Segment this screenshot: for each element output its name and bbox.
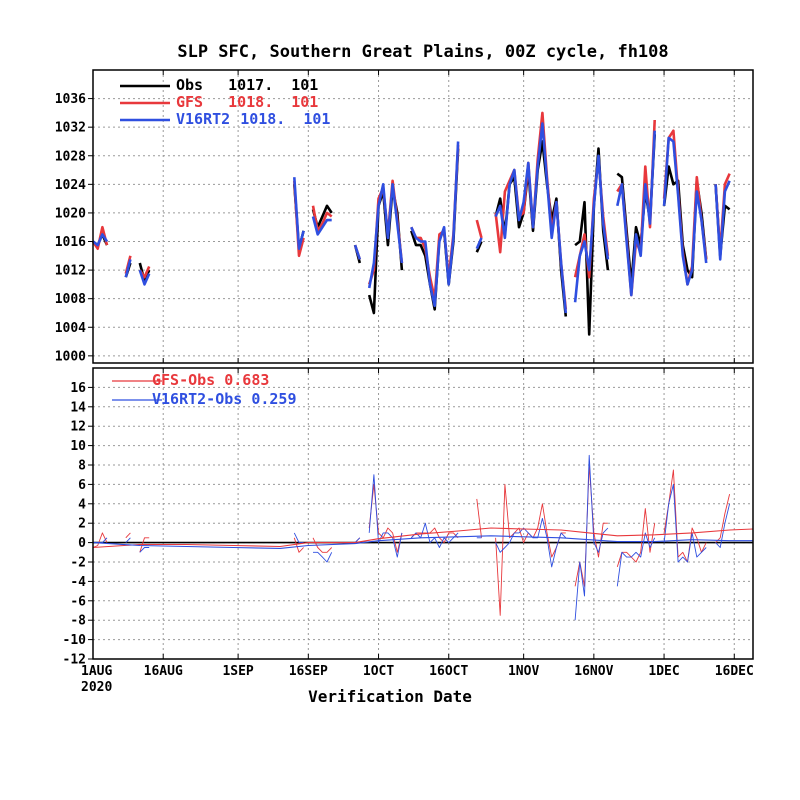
x-tick-label: 1OCT xyxy=(363,664,394,679)
x-tick-label: 16DEC xyxy=(715,664,754,679)
legend-entry: V16RT2-Obs 0.259 xyxy=(152,390,297,408)
x-tick-label: 1DEC xyxy=(648,664,679,679)
x-tick-label: 16SEP xyxy=(289,664,328,679)
legend-entry: GFS-Obs 0.683 xyxy=(152,371,269,389)
y-tick-label: -4 xyxy=(70,575,86,590)
panel-slp: 1000 1004 1008 1012 1016 1020 1024 1028 1032 1036… xyxy=(55,69,754,364)
x-tick-label: 1NOV xyxy=(508,664,539,679)
plot-frame xyxy=(92,367,754,660)
series-line xyxy=(495,517,567,568)
y-tick-label: 1020 xyxy=(55,206,86,221)
series-line xyxy=(353,244,362,260)
series-line xyxy=(476,498,482,538)
series-line xyxy=(311,205,333,233)
y-tick-label: 8 xyxy=(78,459,86,474)
series-line xyxy=(663,483,707,563)
legend-entry: V16RT2 1018. 101 xyxy=(176,110,330,128)
y-tick-label: 12 xyxy=(70,420,86,435)
y-tick-label: 1000 xyxy=(55,349,86,364)
series-line xyxy=(715,503,731,548)
y-tick-label: -6 xyxy=(70,594,86,609)
y-tick-label: 4 xyxy=(78,497,86,512)
series-line xyxy=(312,537,333,553)
plot-frame xyxy=(92,69,754,364)
y-tick-label: -10 xyxy=(63,633,87,648)
series-line xyxy=(293,177,305,250)
series-line xyxy=(125,532,131,539)
y-tick-label: 1032 xyxy=(55,121,86,136)
series-line xyxy=(311,216,332,236)
series-line xyxy=(573,154,610,303)
series-line xyxy=(475,237,483,250)
y-tick-label: -8 xyxy=(70,614,86,629)
series-line xyxy=(124,259,132,278)
y-tick-label: 1008 xyxy=(55,292,86,307)
x-axis-label: Verification Date xyxy=(308,687,472,706)
series-line xyxy=(410,527,459,544)
series-line xyxy=(714,180,731,261)
x-tick-label: 1SEP xyxy=(222,664,253,679)
legend-entry: GFS 1018. 101 xyxy=(176,93,318,111)
legend-entry: Obs 1017. 101 xyxy=(176,76,318,94)
series-line xyxy=(139,547,150,553)
y-tick-label: -2 xyxy=(70,556,86,571)
series-line xyxy=(138,269,151,286)
y-tick-label: -12 xyxy=(63,653,86,668)
series-line xyxy=(92,532,108,548)
series-line xyxy=(139,537,150,553)
series-line xyxy=(367,183,404,289)
x-tick-label: 16AUG xyxy=(144,664,183,679)
series-line xyxy=(92,233,109,247)
y-tick-label: 1016 xyxy=(55,235,86,250)
series-line xyxy=(475,240,483,253)
series-line xyxy=(663,469,707,563)
y-tick-label: 1004 xyxy=(55,321,86,336)
y-tick-label: 14 xyxy=(70,400,86,415)
series-line xyxy=(293,537,304,553)
series-line xyxy=(616,532,656,587)
series-line xyxy=(574,464,608,587)
series-line xyxy=(494,122,568,314)
series-line xyxy=(574,454,609,621)
y-tick-label: 16 xyxy=(70,381,86,396)
panel-difference: -12 -10 -8 -6 -4 -2 0 2 4 6 8 10 12 14 16 GFS-Obs 0.683… xyxy=(63,367,754,668)
x-axis: 1AUG 16AUG 1SEP 16SEP 1OCT 16OCT 1NOV 16NOV 1DEC… xyxy=(81,664,754,679)
y-tick-label: 1012 xyxy=(55,264,86,279)
y-tick-label: 1036 xyxy=(55,92,86,107)
series-line xyxy=(662,136,708,286)
series-line xyxy=(125,537,131,543)
y-tick-label: 10 xyxy=(70,439,86,454)
y-tick-label: 1028 xyxy=(55,149,86,164)
x-tick-label: 1AUG xyxy=(81,664,112,679)
series-line xyxy=(313,551,333,563)
series-line xyxy=(92,527,754,549)
x-tick-label: 16NOV xyxy=(574,664,613,679)
series-line xyxy=(410,522,459,548)
x-tick-label: 16OCT xyxy=(429,664,468,679)
series-line xyxy=(616,130,656,297)
series-line xyxy=(475,219,483,239)
series-line xyxy=(354,537,361,543)
series-line xyxy=(293,532,304,544)
y-tick-label: 6 xyxy=(78,478,86,493)
series-line xyxy=(616,508,656,568)
series-line xyxy=(368,474,403,558)
chart-title: SLP SFC, Southern Great Plains, 00Z cycl… xyxy=(177,42,668,62)
series-line xyxy=(410,141,460,308)
series-line xyxy=(410,144,460,301)
x-year-label: 2020 xyxy=(81,680,112,695)
series-line xyxy=(92,535,753,549)
y-tick-label: 2 xyxy=(78,517,86,532)
series-line xyxy=(495,483,566,616)
y-tick-label: 0 xyxy=(78,536,86,551)
y-tick-label: 1024 xyxy=(55,178,86,193)
